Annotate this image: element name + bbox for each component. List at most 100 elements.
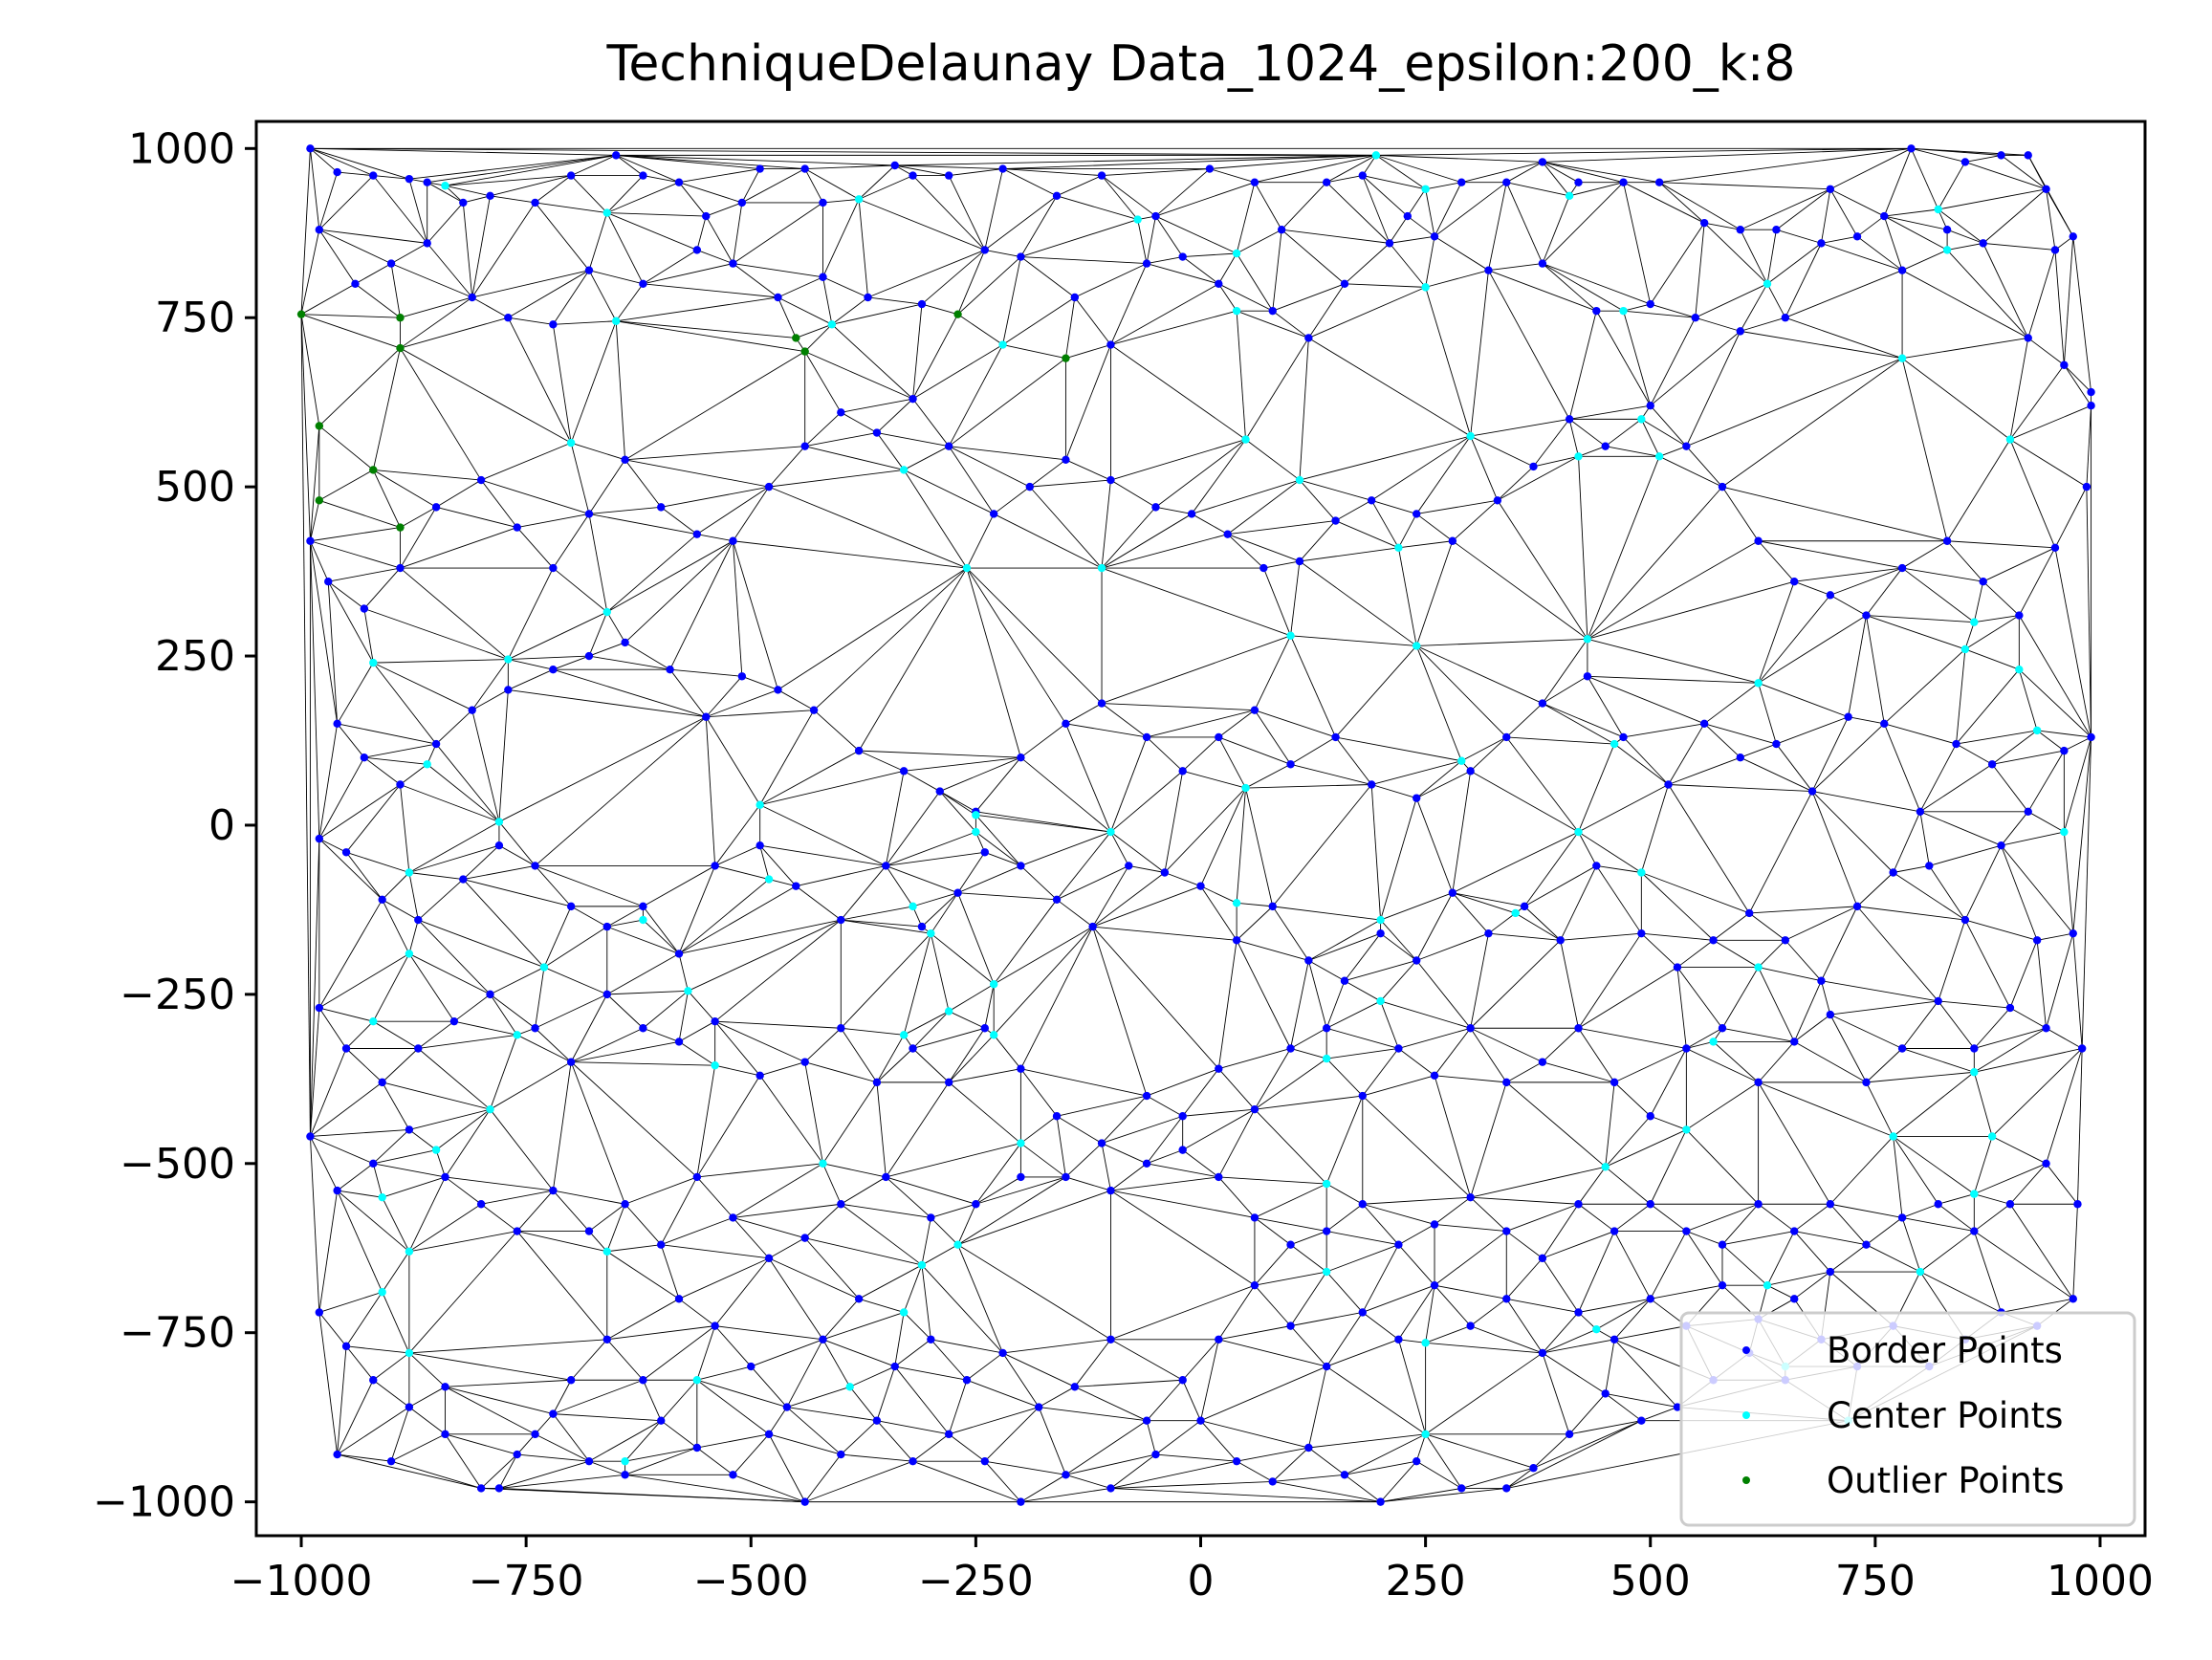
triangulation-edge — [1020, 926, 1094, 1069]
border-point — [1862, 1240, 1871, 1249]
triangulation-edge — [1415, 513, 1454, 542]
center-point — [1565, 191, 1574, 201]
center-point — [405, 1348, 414, 1358]
center-point — [1654, 452, 1664, 461]
triangulation-edge — [993, 899, 1058, 985]
triangulation-edge — [1110, 831, 1166, 873]
triangulation-edge — [876, 432, 950, 448]
triangulation-edge — [1002, 256, 1021, 345]
triangulation-edge — [372, 1352, 410, 1381]
triangulation-edge — [1020, 219, 1138, 257]
border-point — [1466, 1321, 1475, 1330]
triangulation-edge — [1542, 162, 1660, 184]
triangulation-edge — [804, 411, 842, 448]
triangulation-edge — [2063, 236, 2074, 365]
triangulation-edge — [408, 1108, 491, 1130]
triangulation-edge — [1505, 1231, 1544, 1259]
center-point — [602, 1247, 611, 1256]
triangulation-edge — [300, 229, 320, 315]
triangulation-edge — [355, 283, 401, 318]
triangulation-edge — [1470, 939, 1562, 1029]
triangulation-edge — [759, 844, 887, 866]
triangulation-edge — [445, 1386, 554, 1415]
y-tick-label: −250 — [120, 971, 235, 1019]
triangulation-edge — [706, 689, 778, 718]
border-point — [1574, 1308, 1583, 1317]
triangulation-edge — [912, 314, 958, 400]
triangulation-edge — [1533, 1420, 1642, 1469]
legend-label-border-points: Border Points — [1827, 1330, 2063, 1371]
triangulation-edge — [957, 1176, 1066, 1246]
triangulation-edge — [1533, 455, 1579, 468]
triangulation-edge — [876, 1365, 896, 1421]
border-point — [1592, 862, 1601, 870]
triangulation-edge — [553, 1413, 662, 1422]
border-point — [657, 1416, 666, 1425]
triangulation-edge — [714, 1325, 823, 1341]
triangulation-edge — [1911, 147, 1966, 163]
triangulation-edge — [408, 872, 464, 881]
x-tick-label: 0 — [1188, 1557, 1215, 1605]
triangulation-edge — [363, 608, 509, 661]
triangulation-edge — [624, 642, 670, 670]
triangulation-edge — [1488, 270, 1570, 420]
triangulation-edge — [435, 506, 517, 529]
triangulation-edge — [714, 844, 760, 866]
triangulation-edge — [1685, 331, 1741, 447]
triangulation-edge — [921, 1264, 1003, 1354]
border-point — [1322, 1227, 1331, 1235]
triangulation-edge — [841, 1203, 931, 1218]
border-point — [1196, 1416, 1205, 1425]
triangulation-edge — [1110, 1284, 1256, 1341]
triangulation-edge — [1866, 1217, 1903, 1246]
triangulation-edge — [705, 716, 761, 805]
triangulation-edge — [849, 1365, 895, 1387]
border-point — [2024, 151, 2032, 160]
triangulation-edge — [2019, 668, 2092, 738]
triangulation-edge — [1766, 1231, 1795, 1286]
triangulation-edge — [570, 175, 608, 213]
triangulation-edge — [1362, 1244, 1399, 1313]
triangulation-edge — [1523, 906, 1561, 941]
border-point — [1979, 239, 1987, 248]
triangulation-edge — [309, 148, 320, 230]
triangulation-edge — [660, 1420, 698, 1449]
triangulation-edge — [1578, 784, 1669, 833]
triangulation-edge — [1470, 1081, 1507, 1198]
border-point — [1979, 578, 1987, 586]
triangulation-edge — [1110, 1488, 1381, 1503]
triangulation-edge — [733, 540, 778, 690]
triangulation-edge — [858, 198, 985, 251]
y-tick-label: 0 — [208, 801, 235, 850]
triangulation-edge — [733, 540, 743, 677]
triangulation-edge — [1182, 736, 1219, 772]
legend-marker-center-points — [1742, 1411, 1750, 1419]
triangulation-edge — [2086, 405, 2092, 488]
triangulation-edge — [535, 1433, 590, 1462]
triangulation-edge — [1668, 784, 1813, 793]
border-point — [1529, 462, 1538, 471]
triangulation-edge — [1434, 1231, 1507, 1286]
triangulation-edge — [400, 763, 427, 785]
triangulation-edge — [2054, 250, 2065, 365]
triangulation-edge — [1065, 1453, 1156, 1475]
triangulation-edge — [841, 906, 913, 921]
triangulation-edge — [1650, 1284, 1723, 1300]
border-point — [1215, 1172, 1223, 1182]
triangulation-edge — [1533, 419, 1570, 468]
triangulation-edge — [417, 919, 491, 995]
triangulation-edge — [1326, 1048, 1399, 1059]
x-tick-label: 250 — [1386, 1557, 1466, 1605]
triangulation-edge — [309, 839, 320, 1137]
triangulation-edge — [1595, 310, 1652, 406]
triangulation-edge — [552, 1413, 590, 1462]
border-point — [756, 1071, 764, 1080]
triangulation-edge — [1191, 513, 1228, 535]
border-point — [1817, 239, 1826, 248]
triangulation-edge — [903, 1011, 950, 1036]
triangulation-edge — [643, 865, 715, 907]
triangulation-edge — [2009, 1007, 2047, 1029]
triangulation-edge — [543, 926, 608, 968]
triangulation-edge — [1344, 1433, 1426, 1475]
triangulation-edge — [1829, 1136, 1894, 1205]
